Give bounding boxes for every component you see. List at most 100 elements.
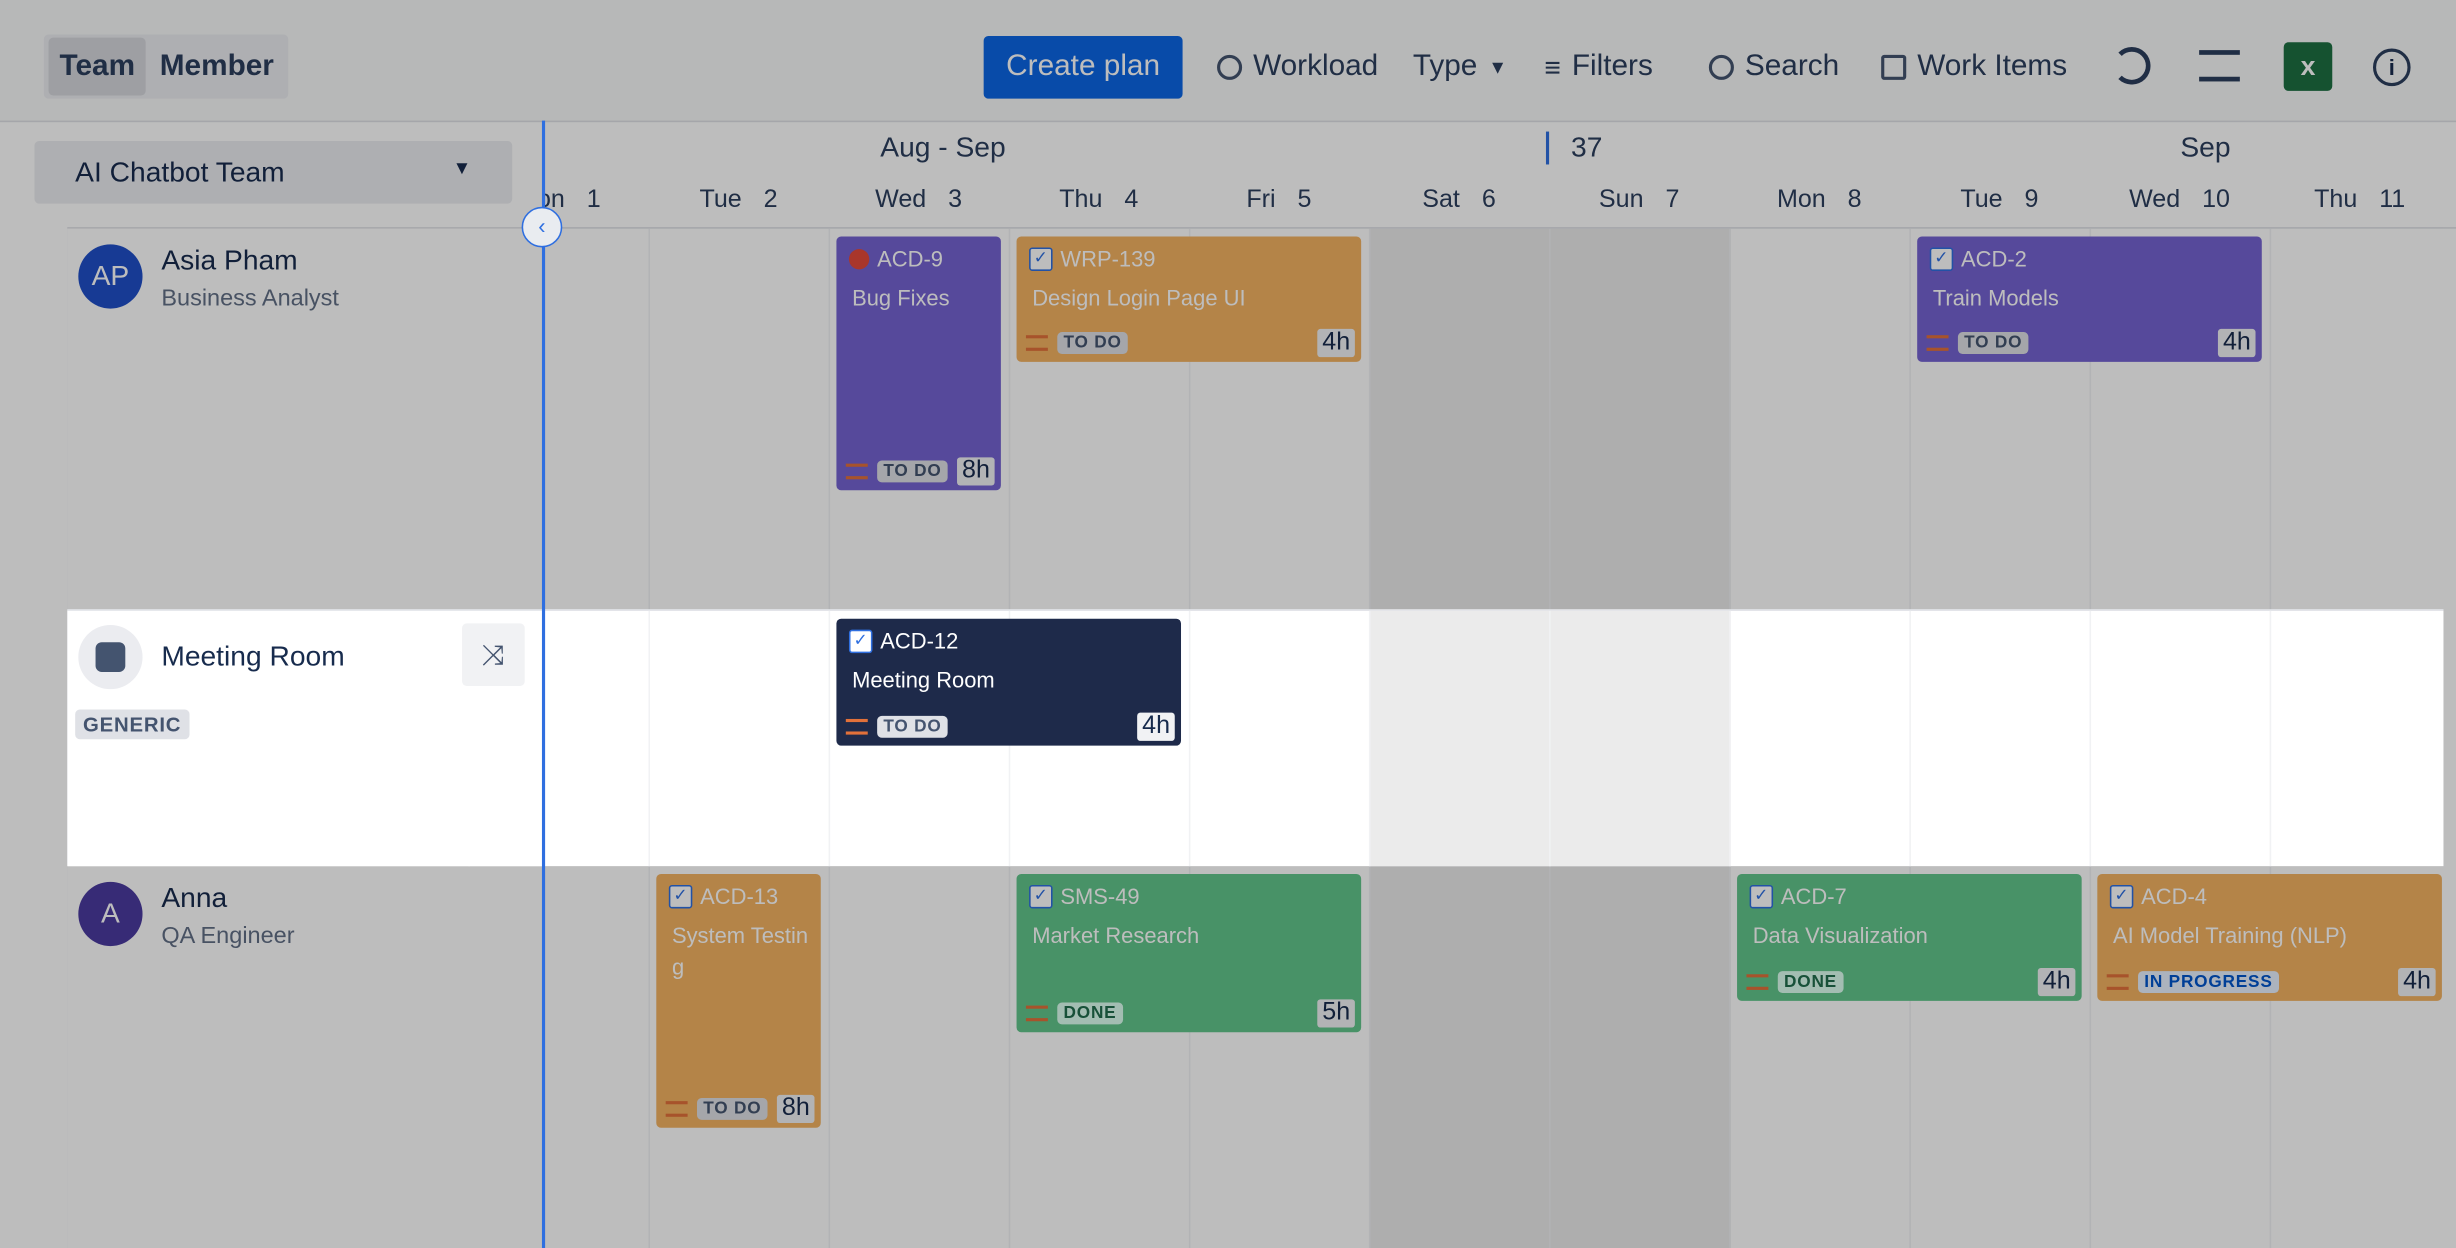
task-footer: TO DO 8h: [845, 457, 995, 486]
type-button[interactable]: Type ▼: [1413, 36, 1507, 99]
day-of-week: Sat: [1422, 186, 1460, 214]
workload-button[interactable]: Workload: [1217, 36, 1378, 99]
day-cell: [828, 866, 1011, 1248]
tab-member[interactable]: Member: [159, 49, 274, 83]
priority-icon: [2106, 974, 2129, 990]
task-card[interactable]: ✓ WRP-139 Design Login Page UI TO DO 4h: [1016, 236, 1362, 362]
day-cell: [2269, 610, 2452, 867]
day-cell: [828, 228, 1011, 611]
task-footer: DONE 4h: [1746, 967, 2076, 997]
filters-label: Filters: [1571, 50, 1653, 84]
day-cell: [1909, 866, 2091, 1248]
task-card[interactable]: ✓ ACD-7 Data Visualization DONE 4h: [1737, 874, 2082, 1001]
task-card[interactable]: ✓ ACD-2 Train Models TO DO 4h: [1917, 236, 2262, 362]
resource-icon: [78, 624, 143, 690]
day-of-week: Thu: [1059, 186, 1103, 214]
day-cell: [2089, 228, 2271, 611]
puzzle-icon: [95, 642, 126, 672]
day-cell: [1729, 228, 1911, 611]
task-hours: 4h: [1137, 712, 1175, 741]
resource-name: Meeting Room: [161, 640, 345, 672]
chevron-icon: ▼: [1488, 56, 1507, 79]
member-role: QA Engineer: [161, 922, 295, 950]
day-cell: [648, 610, 830, 867]
collapse-button[interactable]: ‹: [521, 206, 563, 248]
member-name: Anna: [161, 881, 228, 914]
excel-button[interactable]: x: [2283, 42, 2333, 91]
day-date: 8: [1847, 186, 1862, 214]
priority-icon: [845, 463, 868, 480]
task-key-line: ✓ WRP-139: [1029, 246, 1349, 271]
priority-icon: [1025, 335, 1048, 351]
day-cell: [2089, 866, 2271, 1248]
info-button[interactable]: i: [2372, 48, 2411, 87]
task-key-line: ✓ ACD-12: [848, 628, 1169, 653]
task-key: ACD-13: [700, 883, 779, 909]
task-hours: 4h: [1317, 328, 1355, 358]
task-key: ACD-4: [2141, 883, 2207, 909]
day-label: Wed 10: [2089, 186, 2269, 214]
filters-button[interactable]: ≡ Filters: [1544, 36, 1652, 99]
day-label: Wed 3: [829, 186, 1009, 214]
day-date: 9: [2024, 186, 2039, 214]
task-key: ACD-7: [1780, 883, 1847, 909]
day-cell: [1909, 610, 2091, 867]
clock-icon: [1217, 54, 1243, 80]
task-key: WRP-139: [1060, 245, 1156, 271]
day-of-week: Wed: [2129, 186, 2181, 214]
filter-icon: ≡: [1544, 50, 1561, 83]
day-of-week: Thu: [2314, 186, 2358, 214]
task-footer: TO DO 4h: [1025, 328, 1355, 358]
task-icon: ✓: [848, 628, 873, 653]
task-status: TO DO: [1957, 332, 2029, 354]
day-label: Mon 8: [1729, 186, 1909, 214]
task-title: AI Model Training (NLP): [2112, 922, 2347, 948]
day-cell: [1368, 228, 1551, 611]
day-cell: [1188, 866, 1371, 1248]
type-label: Type: [1412, 50, 1478, 84]
task-card[interactable]: ACD-9 Bug Fixes TO DO 8h: [836, 236, 1001, 491]
day-of-week: Fri: [1246, 186, 1276, 214]
tab-team[interactable]: Team: [48, 37, 147, 96]
task-card[interactable]: ✓ SMS-49 Market Research DONE 5h: [1016, 874, 1362, 1033]
task-status: DONE: [1057, 1002, 1123, 1025]
task-icon: ✓: [2109, 884, 2134, 908]
priority-icon: [1025, 1005, 1048, 1022]
task-footer: TO DO 8h: [665, 1094, 815, 1124]
task-card[interactable]: ✓ ACD-13 System Testing TO DO 8h: [656, 874, 821, 1128]
search-button[interactable]: Search: [1708, 36, 1839, 99]
task-title: Data Visualization: [1752, 922, 1928, 948]
avatar: AP: [78, 244, 143, 309]
task-card[interactable]: ✓ ACD-12 Meeting Room TO DO 4h: [836, 618, 1182, 746]
task-status: TO DO: [697, 1097, 768, 1120]
task-card[interactable]: ✓ ACD-4 AI Model Training (NLP) IN PROGRESS…: [2097, 874, 2442, 1001]
day-cell: [1368, 866, 1551, 1248]
day-of-week: Mon: [544, 186, 565, 214]
task-hours: 8h: [957, 457, 995, 486]
task-title: Bug Fixes: [852, 285, 950, 311]
task-footer: IN PROGRESS 4h: [2106, 967, 2436, 997]
day-cell: [1729, 610, 1911, 867]
task-title: Market Research: [1032, 922, 1200, 948]
day-cell: [1008, 228, 1191, 611]
day-label: Tue 2: [648, 186, 828, 214]
day-cell: [1909, 228, 2091, 611]
day-cell: [1368, 610, 1551, 867]
day-cell: [648, 228, 830, 611]
day-cell: [1008, 866, 1191, 1248]
team-select[interactable]: [34, 140, 513, 204]
task-key: ACD-2: [1961, 245, 2027, 271]
resource-row: A Anna QA Engineer ✓ ACD-13 System Testing TO …: [67, 864, 2444, 1248]
shuffle-button[interactable]: ⤨: [462, 623, 525, 687]
create-plan-button[interactable]: Create plan: [983, 36, 1183, 99]
task-status: DONE: [1777, 971, 1844, 994]
task-icon: ✓: [1749, 884, 1774, 908]
period-label: Sep: [2180, 131, 2231, 163]
task-key-line: ✓ ACD-2: [1929, 245, 2250, 271]
day-of-week: Wed: [875, 186, 927, 214]
task-title: Train Models: [1932, 285, 2059, 311]
work-items-button[interactable]: Work Items: [1881, 36, 2067, 99]
day-cell: [1188, 228, 1371, 611]
settings-button[interactable]: [2199, 50, 2240, 82]
refresh-button[interactable]: [2112, 46, 2151, 85]
